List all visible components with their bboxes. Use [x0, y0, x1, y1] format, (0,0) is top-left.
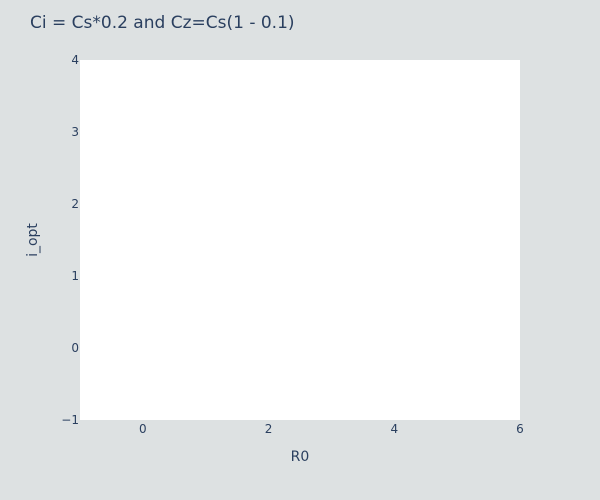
chart-title: Ci = Cs*0.2 and Cz=Cs(1 - 0.1) — [30, 13, 295, 33]
y-axis-title: i_opt — [25, 223, 41, 257]
x-axis: 0 2 4 6 — [139, 422, 524, 436]
y-tick-label: −1 — [61, 413, 79, 427]
x-tick-label: 6 — [516, 422, 524, 436]
y-tick-label: 4 — [71, 53, 79, 67]
x-tick-label: 4 — [390, 422, 398, 436]
y-tick-label: 0 — [71, 341, 79, 355]
y-tick-label: 3 — [71, 125, 79, 139]
y-tick-label: 2 — [71, 197, 79, 211]
y-axis: −1 0 1 2 3 4 — [61, 53, 79, 427]
x-tick-label: 2 — [265, 422, 273, 436]
x-tick-label: 0 — [139, 422, 147, 436]
plot-area[interactable] — [80, 60, 520, 420]
x-axis-title: R0 — [291, 449, 310, 465]
y-tick-label: 1 — [71, 269, 79, 283]
